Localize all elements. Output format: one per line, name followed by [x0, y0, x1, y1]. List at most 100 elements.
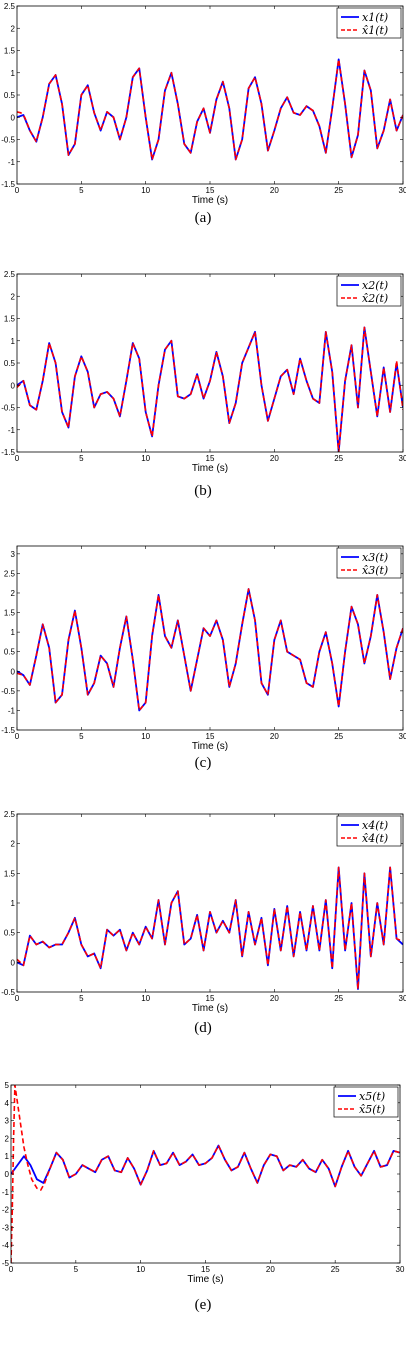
- x-tick-label: 5: [79, 732, 84, 741]
- legend-label: x̂3(t): [362, 564, 388, 577]
- y-tick-label: 4: [5, 1099, 10, 1108]
- legend: x3(t)x̂3(t): [336, 547, 402, 579]
- x-tick-label: 10: [136, 1265, 145, 1274]
- y-tick-label: 1: [11, 628, 16, 637]
- x-tick-label: 10: [141, 454, 150, 463]
- y-tick-label: 2: [11, 589, 16, 598]
- legend-box: [336, 7, 402, 39]
- y-tick-label: 0.5: [4, 359, 16, 368]
- panel-b: 0 5 10 15 20 25 30 -1.5 -1 -0.5 0 0.5 1 1.5 2 2.5 Time (…: [1, 270, 406, 474]
- x-tick-label: 5: [79, 454, 84, 463]
- x-tick-label: 10: [141, 994, 150, 1003]
- x-tick-label: 15: [206, 186, 215, 195]
- y-tick-label: 3: [5, 1117, 10, 1126]
- x-axis-label: Time (s): [192, 1003, 228, 1014]
- estimate-series-line: [17, 326, 403, 452]
- y-tick-label: 0: [11, 958, 16, 967]
- x-tick-label: 25: [334, 732, 343, 741]
- y-tick-label: -1: [8, 158, 16, 167]
- x-axis-label: Time (s): [187, 1274, 223, 1285]
- y-tick-label: -0.5: [1, 136, 15, 145]
- y-tick-label: 1.5: [4, 47, 16, 56]
- y-tick-label: 1: [5, 1152, 10, 1161]
- x-tick-label: 30: [399, 186, 406, 195]
- legend-label: x̂4(t): [362, 832, 388, 845]
- legend-label: x5(t): [359, 1090, 385, 1103]
- legend-label: x4(t): [362, 819, 388, 832]
- y-tick-label: 2: [11, 24, 16, 33]
- legend-label: x̂2(t): [362, 292, 388, 305]
- y-tick-label: -1: [2, 1188, 10, 1197]
- y-tick-label: 1.5: [4, 609, 16, 618]
- y-tick-label: 3: [11, 550, 16, 559]
- y-tick-label: 2.5: [4, 569, 16, 578]
- y-tick-label: -2: [2, 1206, 10, 1215]
- x-tick-label: 0: [15, 186, 20, 195]
- x-tick-label: 5: [74, 1265, 79, 1274]
- legend: x5(t)x̂5(t): [333, 1086, 399, 1118]
- legend: x4(t)x̂4(t): [336, 815, 402, 847]
- y-tick-label: 1.5: [4, 315, 16, 324]
- x-tick-label: 20: [270, 454, 279, 463]
- legend: x1(t)x̂1(t): [336, 7, 402, 39]
- y-tick-label: 0.5: [4, 648, 16, 657]
- figure-caption: (d): [194, 1020, 212, 1036]
- y-tick-label: -4: [2, 1241, 10, 1250]
- legend-label: x2(t): [362, 279, 388, 292]
- x-tick-label: 0: [15, 994, 20, 1003]
- x-tick-label: 5: [79, 186, 84, 195]
- x-tick-label: 0: [15, 732, 20, 741]
- x-tick-label: 30: [396, 1265, 405, 1274]
- y-tick-label: 0: [5, 1170, 10, 1179]
- x-tick-label: 30: [399, 732, 406, 741]
- x-axis-label: Time (s): [192, 741, 228, 752]
- legend-box: [336, 275, 402, 307]
- y-tick-label: 1.5: [4, 869, 16, 878]
- legend-box: [336, 547, 402, 579]
- y-tick-label: 0.5: [4, 91, 16, 100]
- true-series-line: [17, 326, 403, 452]
- y-tick-label: 2.5: [4, 270, 16, 279]
- estimate-series-line: [17, 58, 403, 161]
- x-tick-label: 20: [270, 732, 279, 741]
- y-tick-label: 5: [5, 1081, 10, 1090]
- legend-label: x3(t): [362, 551, 388, 564]
- y-tick-label: -1.5: [1, 448, 15, 457]
- x-axis-label: Time (s): [192, 195, 228, 206]
- y-tick-label: -1.5: [1, 726, 15, 735]
- y-tick-label: 0: [11, 381, 16, 390]
- x-tick-label: 15: [206, 994, 215, 1003]
- x-tick-label: 15: [206, 454, 215, 463]
- y-tick-label: -0.5: [1, 988, 15, 997]
- y-tick-label: -1.5: [1, 180, 15, 189]
- legend: x2(t)x̂2(t): [336, 275, 402, 307]
- y-tick-label: -3: [2, 1223, 10, 1232]
- estimate-series-line: [11, 1085, 400, 1263]
- figure-caption: (c): [194, 755, 212, 771]
- legend-box: [336, 815, 402, 847]
- y-tick-label: 2: [5, 1134, 10, 1143]
- figure-caption: (b): [194, 483, 212, 499]
- x-tick-label: 20: [270, 186, 279, 195]
- x-tick-label: 10: [141, 186, 150, 195]
- estimate-series-line: [17, 588, 403, 712]
- legend-label: x̂5(t): [359, 1103, 385, 1116]
- panel-e: 0 5 10 15 20 25 30 -5 -4 -3 -2 -1 0 1 2 3 4 5 Time (s) x5(t…: [2, 1081, 405, 1285]
- y-tick-label: -1: [8, 426, 16, 435]
- y-tick-label: 2.5: [4, 2, 16, 11]
- y-tick-label: 2: [11, 292, 16, 301]
- panel-c: 0 5 10 15 20 25 30 -1.5 -1 -0.5 0 0.5 1 1.5 2 2.5 3 Time …: [1, 545, 406, 752]
- x-tick-label: 0: [15, 454, 20, 463]
- y-tick-label: 1: [11, 69, 16, 78]
- y-tick-label: 0.5: [4, 929, 16, 938]
- x-tick-label: 20: [266, 1265, 275, 1274]
- legend-box: [333, 1086, 399, 1118]
- y-tick-label: 1: [11, 899, 16, 908]
- true-series-line: [17, 588, 403, 712]
- x-tick-label: 25: [334, 994, 343, 1003]
- y-tick-label: 0: [11, 667, 16, 676]
- legend-label: x̂1(t): [362, 24, 388, 37]
- x-tick-label: 5: [79, 994, 84, 1003]
